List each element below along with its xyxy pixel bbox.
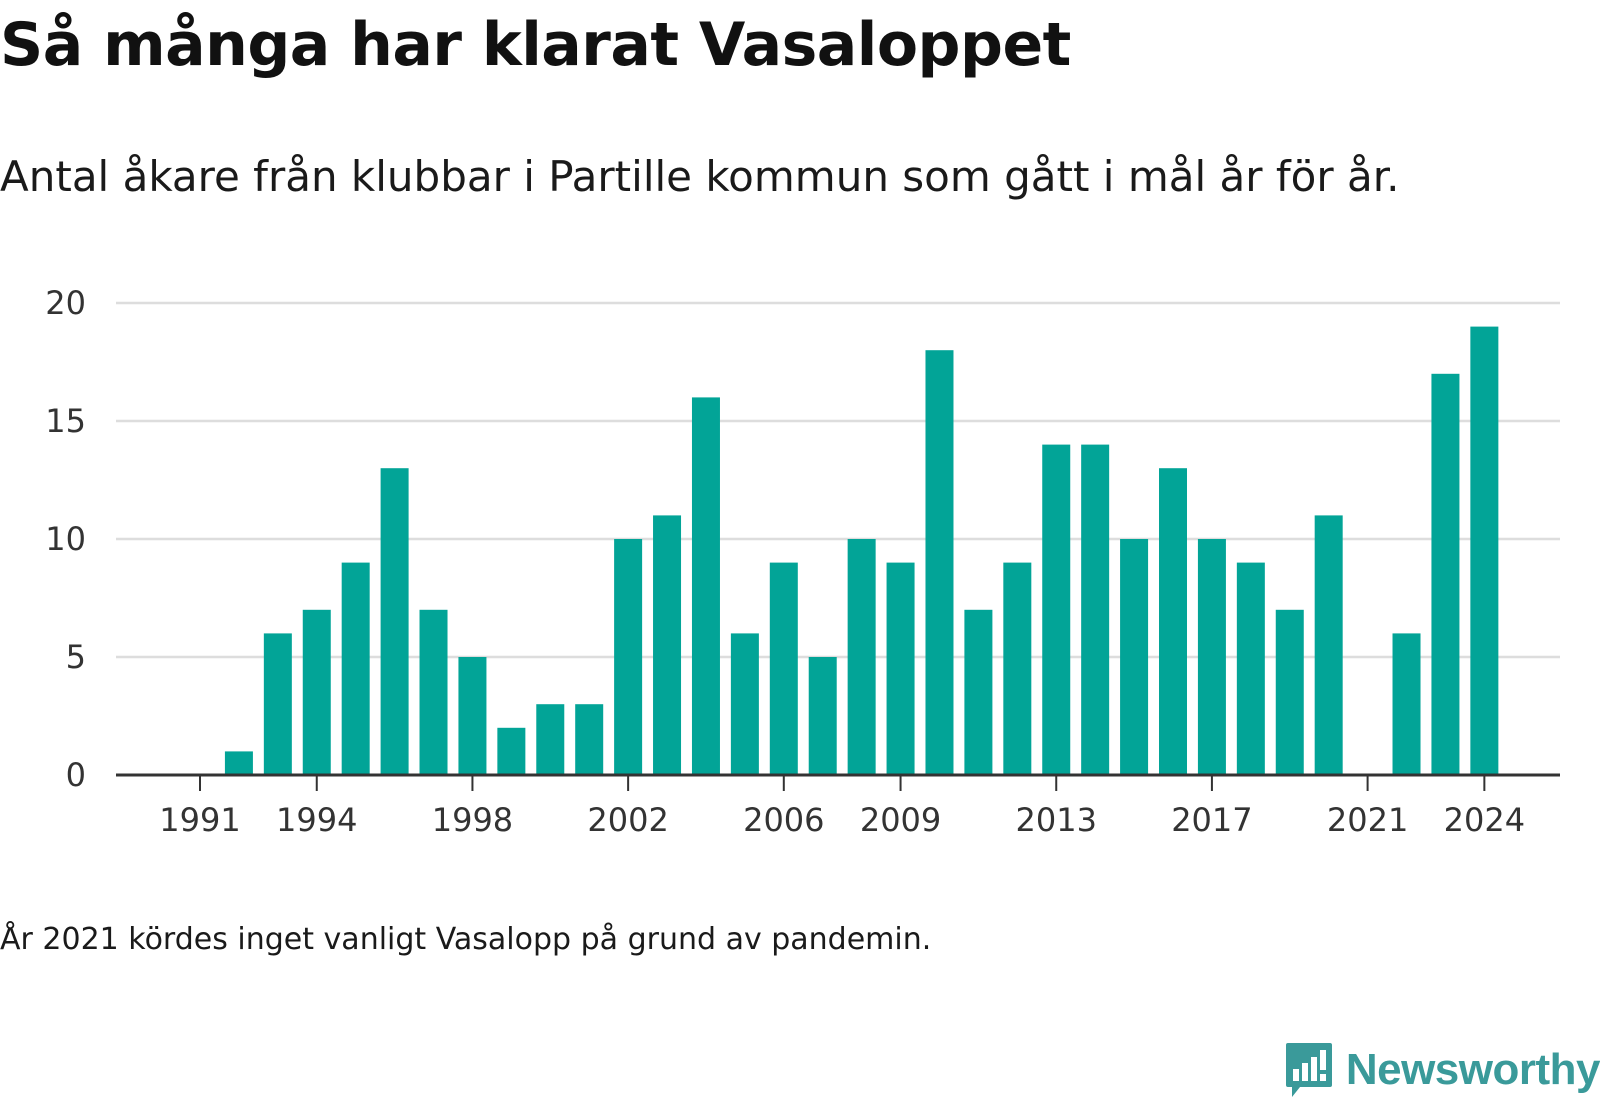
x-tick-label: 2017 [1171,801,1252,839]
grid-lines [116,301,1560,659]
y-tick-label: 15 [45,402,86,440]
bar-2018 [1236,562,1265,775]
bar-1998 [458,657,487,775]
bar-1992 [224,751,253,775]
bar-2016 [1159,468,1187,775]
bar-2009 [886,562,915,775]
bar-chart: 0 5 10 15 20 1991 1994 1998 2002 2006 2009 2013 2017… [45,284,1560,839]
x-tick-label: 2002 [587,801,668,839]
bar-2017 [1197,539,1226,775]
bar-2022 [1392,633,1421,775]
bar-2023 [1431,373,1460,775]
x-tick-label: 1994 [276,801,357,839]
brand-logo: Newsworthy [1284,1040,1600,1100]
y-tick-label: 5 [66,638,86,676]
x-tick-label: 2006 [743,801,824,839]
bars [224,326,1499,775]
x-tick-label: 2021 [1327,801,1408,839]
bar-2012 [1003,562,1032,775]
bar-2001 [575,704,604,775]
bar-1993 [263,633,292,775]
bar-1995 [341,562,370,775]
bar-2008 [847,539,876,775]
bar-2014 [1081,444,1110,775]
bar-2015 [1120,539,1149,775]
bar-2003 [653,515,682,775]
bar-2024 [1470,326,1499,775]
bar-1994 [302,609,331,775]
x-tick-label: 2009 [860,801,941,839]
x-tick-label: 1991 [159,801,240,839]
newsworthy-logo-icon [1285,1043,1332,1097]
bar-2004 [691,397,720,775]
bar-2005 [730,633,759,775]
bar-2019 [1275,609,1304,775]
x-tick-label: 1998 [432,801,513,839]
brand-name: Newsworthy [1345,1045,1600,1094]
chart-subtitle: Antal åkare från klubbar i Partille komm… [0,152,1400,201]
x-tick-label: 2013 [1016,801,1097,839]
axes: 0 5 10 15 20 1991 1994 1998 2002 2006 2009 2013 2017… [45,284,1560,839]
bar-2002 [614,539,643,775]
chart-title: Så många har klarat Vasaloppet [0,10,1071,80]
bar-2020 [1314,515,1343,775]
bar-1999 [497,727,526,775]
y-tick-label: 20 [45,284,86,322]
bar-2011 [964,609,993,775]
bar-2006 [769,562,798,775]
bar-1996 [380,468,409,775]
y-tick-label: 10 [45,520,86,558]
bar-2010 [925,350,954,775]
bar-2000 [536,704,565,775]
bar-2007 [808,657,837,775]
x-tick-label: 2024 [1444,801,1525,839]
y-tick-label: 0 [66,756,86,794]
bar-2013 [1042,444,1071,775]
chart-footnote: År 2021 kördes inget vanligt Vasalopp på… [0,922,932,957]
bar-1997 [419,609,448,775]
